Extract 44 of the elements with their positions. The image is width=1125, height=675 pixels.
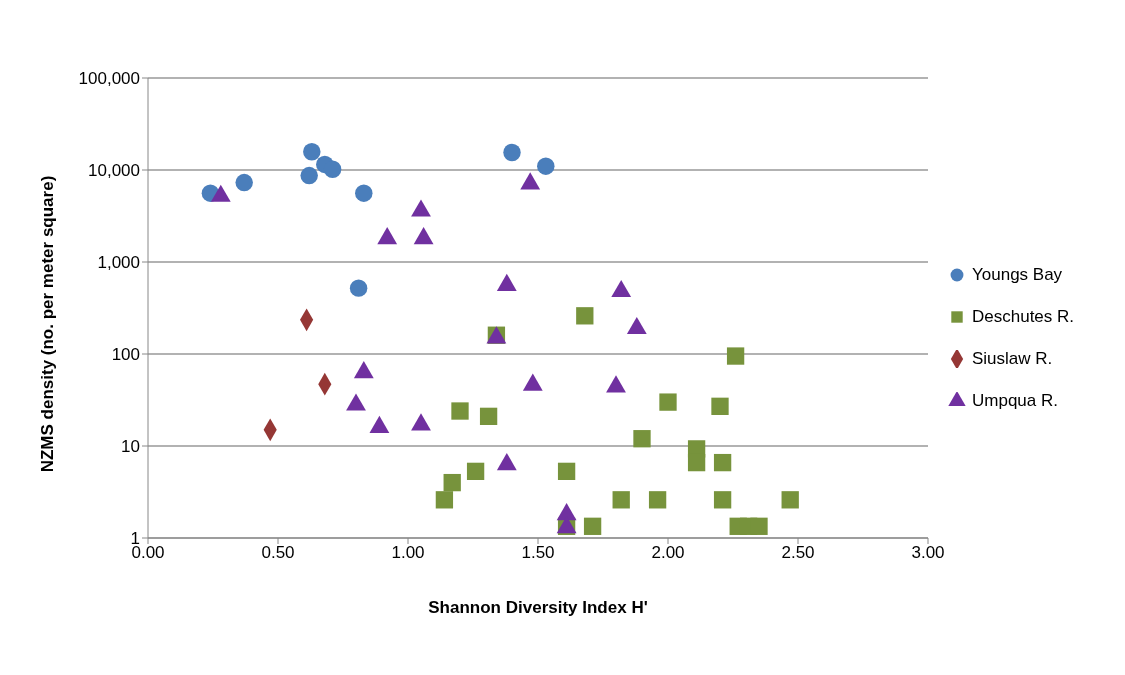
point [479,407,498,426]
point [323,160,342,178]
legend-label: Youngs Bay [972,265,1063,285]
point [503,143,521,162]
point [726,347,745,365]
y-tick-label: 10,000 [88,161,140,181]
x-tick-label: 2.00 [651,543,685,563]
x-axis-title: Shannon Diversity Index H' [427,598,649,618]
point [713,453,732,472]
point [235,173,253,192]
y-tick-label: 100,000 [78,69,140,89]
x-tick-label: 3.00 [911,543,945,563]
x-tick-label: 2.50 [781,543,815,563]
y-axis-title: NZMS density (no. per meter square) [38,175,58,473]
point [648,491,667,509]
point [466,462,485,481]
point [300,166,318,185]
point [583,517,602,535]
point [537,157,555,175]
point [687,453,706,472]
legend-label: Umpqua R. [972,391,1058,411]
point [557,462,576,481]
point [659,393,677,411]
point [349,279,368,297]
x-tick-label: 0.50 [261,543,295,563]
y-tick-label: 10 [121,437,140,457]
point [435,491,454,509]
point [781,491,799,509]
point [711,397,729,415]
point [355,184,373,202]
y-tick-label: 1,000 [97,253,140,273]
point [303,143,321,161]
y-tick-label: 100 [111,345,140,365]
point [633,430,651,448]
point [750,517,768,535]
x-tick-label: 1.50 [521,543,555,563]
legend-label: Siuslaw R. [972,349,1053,369]
point [713,491,732,509]
x-tick-label: 1.00 [391,543,425,563]
legend-label: Deschutes R. [972,307,1075,327]
point [443,473,461,492]
point [612,491,630,509]
point [451,402,469,420]
point [576,307,594,325]
